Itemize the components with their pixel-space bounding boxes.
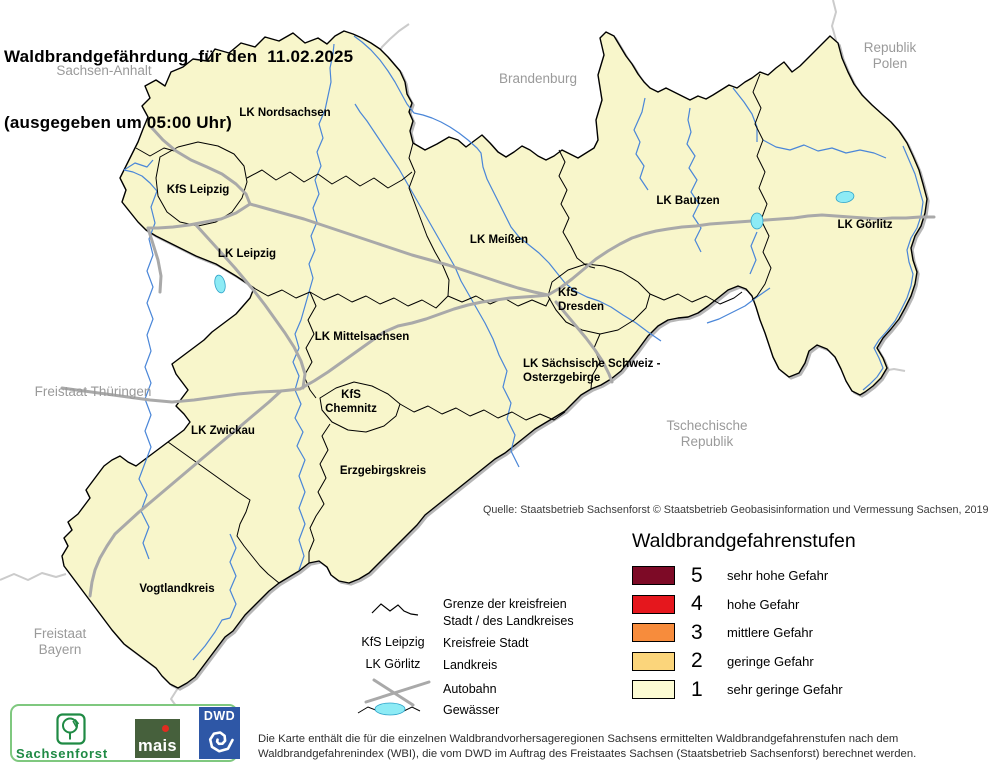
autobahn-symbol — [364, 678, 431, 707]
autobahn-lines — [60, 126, 936, 598]
neighbor-label-republik-polen: Republik Polen — [863, 40, 917, 71]
footer-line-2: Waldbrandgefahrenindex (WBI), die vom DW… — [258, 747, 917, 760]
landkreis-key-sample: LK Görlitz — [365, 657, 421, 671]
title-line-2: (ausgegeben um 05:00 Uhr) — [4, 113, 232, 132]
district-label-kfs-leipzig: KfS Leipzig — [166, 184, 230, 196]
mais-logo-text: mais — [138, 737, 177, 755]
district-label-vogtlandkreis: Vogtlandkreis — [139, 583, 215, 595]
title-line-1: Waldbrandgefährdung für den 11.02.2025 — [4, 47, 354, 66]
neighbor-label-brandenburg: Brandenburg — [498, 71, 578, 86]
level-4-label: hohe Gefahr — [727, 596, 800, 612]
neighbor-label-freistaat-bayern: Freistaat Bayern — [33, 626, 87, 657]
level-3-swatch — [632, 623, 675, 642]
sachsenforst-tree-icon — [56, 713, 86, 745]
level-1-number: 1 — [691, 677, 703, 701]
district-label-lk-zwickau: LK Zwickau — [191, 425, 255, 437]
neighbor-label-sachsen-anhalt: Sachsen-Anhalt — [56, 63, 152, 78]
dwd-logo: DWD — [199, 707, 240, 759]
level-3-number: 3 — [691, 620, 703, 644]
mais-logo-red-dot — [162, 725, 169, 732]
sachsenforst-logo-text: Sachsenforst — [16, 746, 108, 761]
legend-row-level-1: 1 sehr geringe Gefahr — [632, 677, 856, 701]
city-key-sample: KfS Leipzig — [361, 635, 425, 649]
neighbor-label-tschechische-republik: Tschechische Republik — [666, 418, 748, 449]
district-label-lk-bautzen: LK Bautzen — [656, 195, 720, 207]
city-key-label: Kreisfreie Stadt — [443, 636, 529, 650]
landkreis-key-label: Landkreis — [443, 658, 498, 672]
level-1-swatch — [632, 680, 675, 699]
level-4-swatch — [632, 594, 675, 614]
water-key-label: Gewässer — [443, 703, 500, 717]
level-5-swatch — [632, 566, 675, 585]
legend-row-level-2: 2 geringe Gefahr — [632, 649, 856, 672]
lakes — [214, 190, 855, 294]
dwd-spiral-icon — [208, 731, 234, 753]
footer-note: Die Karte enthält die für die einzelnen … — [258, 732, 993, 762]
footer-line-1: Die Karte enthält die für die einzelnen … — [258, 733, 899, 745]
district-label-kfs-chemnitz: KfS Chemnitz — [325, 389, 377, 415]
legend-row-level-4: 4 hohe Gefahr — [632, 592, 856, 615]
saxony-outline — [61, 30, 928, 689]
legend-row-level-3: 3 mittlere Gefahr — [632, 620, 856, 644]
fire-danger-legend: Waldbrandgefahrenstufen 5 sehr hohe Gefa… — [632, 530, 856, 709]
autobahn-key-label: Autobahn — [443, 682, 497, 696]
district-label-lk-mittelsachsen: LK Mittelsachsen — [314, 331, 410, 343]
district-label-lk-nordsachsen: LK Nordsachsen — [239, 107, 331, 119]
legend-row-level-5: 5 sehr hohe Gefahr — [632, 563, 856, 587]
level-5-number: 5 — [691, 563, 703, 587]
district-label-lk-saechsische-schweiz: LK Sächsische Schweiz - Osterzgebirge — [523, 358, 661, 384]
level-2-swatch — [632, 651, 675, 671]
level-4-number: 4 — [691, 592, 703, 615]
map-source-credit: Quelle: Staatsbetrieb Sachsenforst © Sta… — [483, 504, 989, 516]
page-title: Waldbrandgefährdung für den 11.02.2025 (… — [4, 2, 353, 178]
level-1-label: sehr geringe Gefahr — [727, 682, 843, 697]
level-3-label: mittlere Gefahr — [727, 625, 813, 640]
dwd-logo-text: DWD — [203, 709, 236, 723]
district-label-kfs-dresden: KfS Dresden — [558, 287, 605, 313]
boundary-key-label: Grenze der kreisfreien Stadt / des Landk… — [443, 597, 574, 628]
district-label-lk-leipzig: LK Leipzig — [217, 248, 277, 260]
mais-logo: mais — [135, 719, 180, 758]
district-label-erzgebirgskreis: Erzgebirgskreis — [339, 465, 427, 477]
level-2-label: geringe Gefahr — [727, 653, 814, 669]
boundary-line-symbol — [371, 603, 419, 616]
logo-bar: Sachsenforst mais DWD — [10, 704, 240, 762]
district-label-lk-goerlitz: LK Görlitz — [837, 219, 893, 231]
level-2-number: 2 — [691, 649, 703, 672]
level-5-label: sehr hohe Gefahr — [727, 568, 829, 583]
neighbor-label-freistaat-thueringen: Freistaat Thüringen — [34, 384, 152, 399]
district-label-lk-meissen: LK Meißen — [469, 234, 529, 246]
legend-title: Waldbrandgefahrenstufen — [632, 530, 856, 552]
water-symbol — [357, 702, 421, 716]
map-key-symbols — [357, 603, 431, 716]
